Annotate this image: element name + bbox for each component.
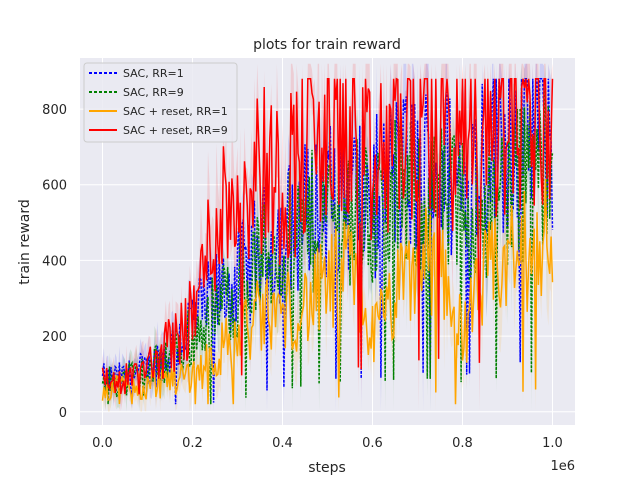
y-tick-label: 0 — [59, 406, 67, 421]
legend: SAC, RR=1 SAC, RR=9 SAC + reset, RR=1 SAC +… — [83, 62, 238, 143]
x-tick-label: 0.4 — [272, 436, 293, 451]
y-tick-label: 400 — [42, 254, 67, 269]
x-axis-label: steps — [308, 460, 346, 476]
x-tick-label: 0.2 — [182, 436, 203, 451]
y-tick-label: 600 — [42, 179, 67, 194]
series-line — [101, 77, 554, 395]
y-tick-labels: 0 200 400 600 800 — [42, 103, 67, 421]
series-line — [101, 178, 554, 405]
y-tick-label: 200 — [42, 330, 67, 345]
x-tick-label: 0.0 — [92, 436, 113, 451]
y-axis-label: train reward — [17, 199, 33, 285]
legend-label: SAC, RR=1 — [123, 67, 184, 80]
x-offset-label: 1e6 — [550, 459, 575, 474]
chart-title: plots for train reward — [253, 37, 401, 53]
x-tick-labels: 0.0 0.2 0.4 0.6 0.8 1.0 — [92, 436, 563, 451]
x-tick-label: 0.6 — [362, 436, 383, 451]
legend-box — [83, 62, 238, 143]
series-line — [101, 88, 554, 405]
series-lines — [101, 77, 554, 405]
y-tick-label: 800 — [42, 103, 67, 118]
legend-label: SAC, RR=9 — [123, 86, 184, 99]
x-tick-label: 1.0 — [542, 436, 563, 451]
x-tick-label: 0.8 — [452, 436, 473, 451]
legend-label: SAC + reset, RR=9 — [123, 124, 228, 137]
legend-label: SAC + reset, RR=1 — [123, 105, 228, 118]
